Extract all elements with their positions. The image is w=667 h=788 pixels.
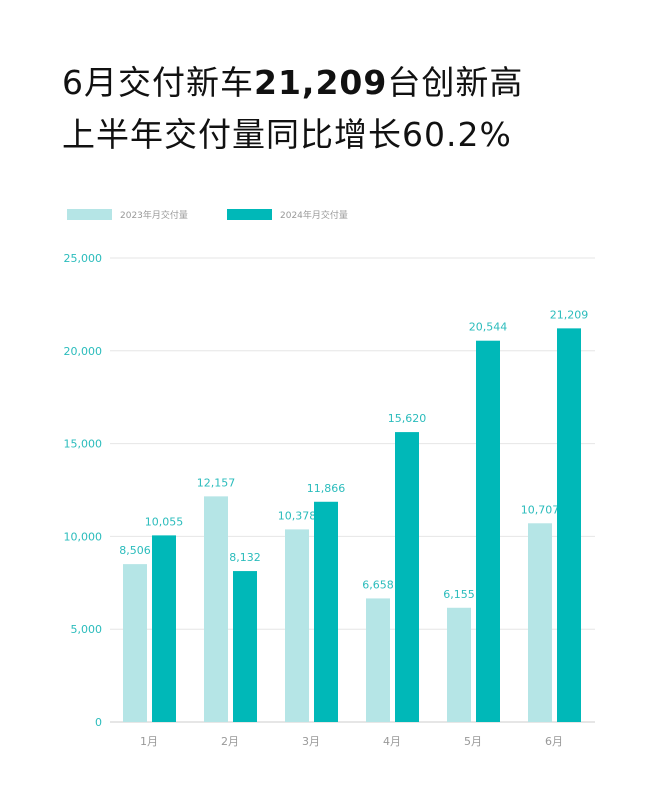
data-label: 8,132	[229, 551, 261, 564]
headline-prefix: 6月交付新车	[62, 63, 254, 102]
data-label: 15,620	[388, 412, 427, 425]
x-tick-label: 3月	[302, 735, 320, 748]
bar-2024	[476, 340, 500, 722]
bar-2024	[152, 535, 176, 722]
bar-2023	[285, 529, 309, 722]
bar-2024	[314, 501, 338, 722]
legend-label: 2024年月交付量	[280, 209, 348, 221]
headline-line1: 6月交付新车21,209台创新高	[62, 56, 523, 104]
data-label: 6,155	[443, 588, 475, 601]
headline-suffix: 台创新高	[387, 63, 524, 102]
y-tick-label: 25,000	[64, 252, 103, 265]
bar-2023	[123, 564, 147, 722]
y-tick-label: 0	[95, 716, 102, 729]
data-label: 10,055	[145, 515, 184, 528]
bar-2024	[233, 571, 257, 722]
legend-swatch	[227, 209, 272, 220]
data-label: 8,506	[119, 544, 151, 557]
data-label: 21,209	[550, 308, 589, 321]
bar-2024	[557, 328, 581, 722]
data-label: 10,707	[521, 503, 560, 516]
x-tick-label: 4月	[383, 735, 401, 748]
bar-2023	[366, 598, 390, 722]
data-label: 6,658	[362, 578, 394, 591]
x-tick-label: 5月	[464, 735, 482, 748]
y-tick-label: 20,000	[64, 345, 103, 358]
bar-2024	[395, 432, 419, 722]
x-tick-label: 2月	[221, 735, 239, 748]
bar-2023	[204, 496, 228, 722]
data-label: 20,544	[469, 321, 508, 334]
y-tick-label: 5,000	[71, 623, 103, 636]
headline-number: 21,209	[254, 63, 388, 102]
bar-2023	[447, 607, 471, 722]
data-label: 12,157	[197, 476, 236, 489]
legend-swatch	[67, 209, 112, 220]
y-tick-label: 15,000	[64, 438, 103, 451]
legend-label: 2023年月交付量	[120, 209, 188, 221]
data-label: 10,378	[278, 509, 317, 522]
headline-line2: 上半年交付量同比增长60.2%	[62, 115, 512, 154]
bar-2023	[528, 523, 552, 722]
x-tick-label: 1月	[140, 735, 158, 748]
x-tick-label: 6月	[545, 735, 563, 748]
y-tick-label: 10,000	[64, 530, 103, 543]
data-label: 11,866	[307, 482, 346, 495]
